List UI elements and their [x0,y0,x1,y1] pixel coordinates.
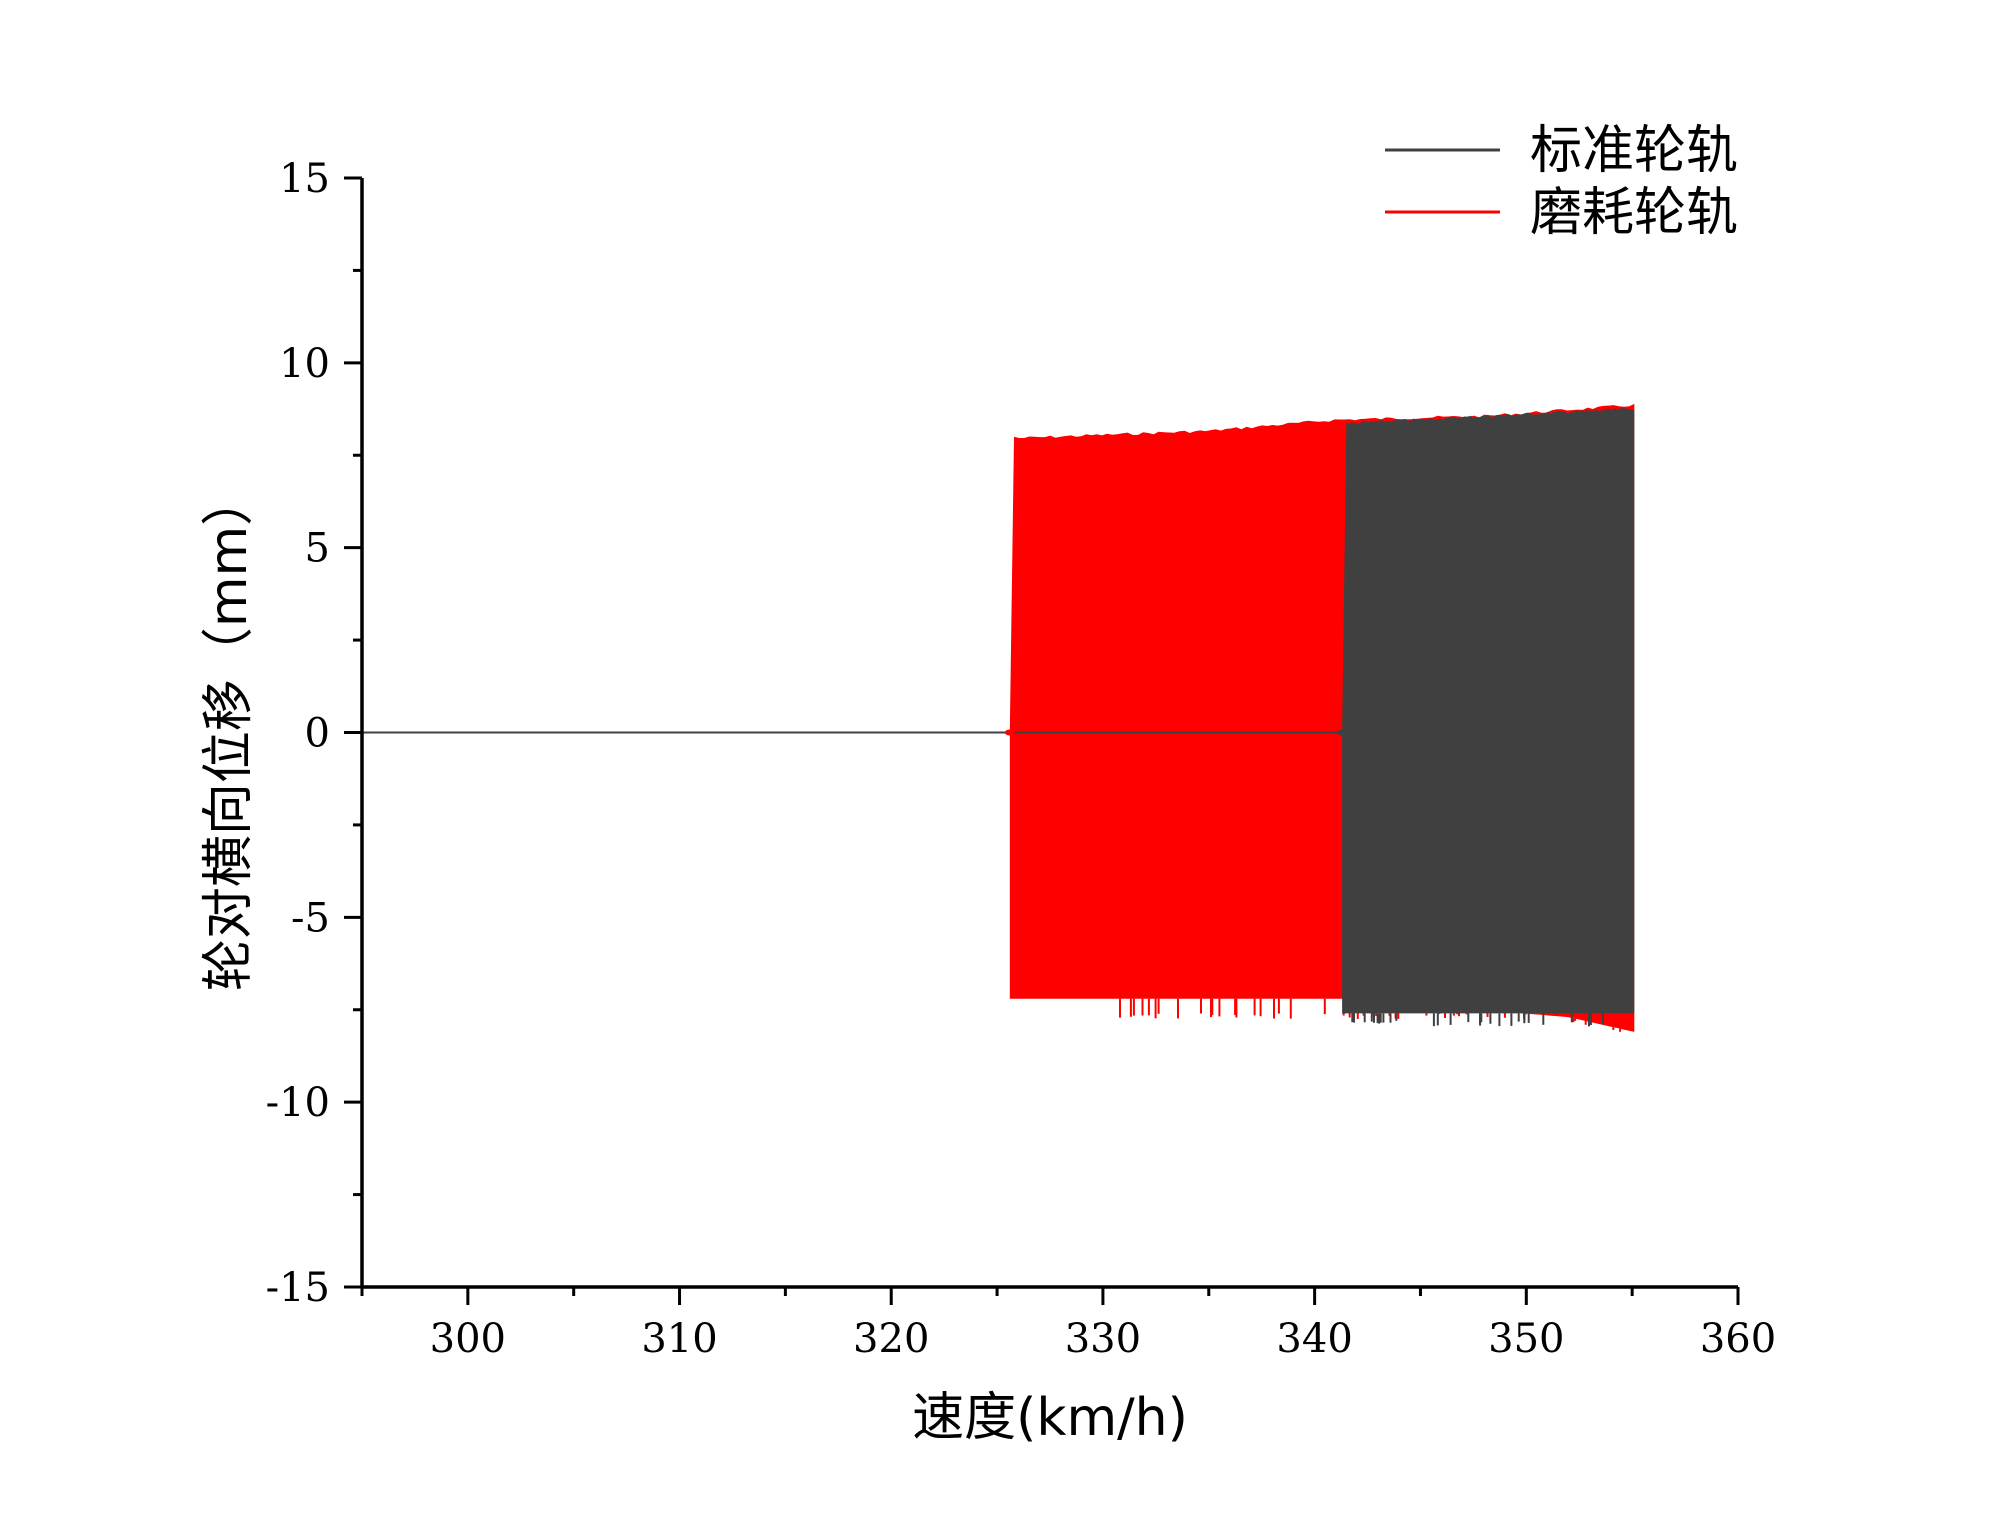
x-tick-label: 320 [853,1316,929,1362]
series-onset-standard [1337,729,1348,736]
x-tick-label: 360 [1700,1316,1776,1362]
x-tick-label: 340 [1276,1316,1352,1362]
y-tick-label: -10 [266,1080,330,1126]
y-tick-label: 5 [305,526,330,572]
y-tick-label: -15 [266,1265,330,1311]
y-axis-title: 轮对横向位移（mm） [199,474,259,991]
x-tick-label: 310 [641,1316,717,1362]
y-tick-label: 0 [305,711,330,757]
ticks: -15 -10 -5 0 5 10 15 300 310 320 330 340 350 360 [266,156,1777,1362]
y-tick-label: -5 [291,895,330,941]
legend: 标准轮轨 磨耗轮轨 [1385,121,1738,243]
x-tick-label: 300 [430,1316,506,1362]
series-onset-worn [1004,729,1015,736]
x-axis-title: 速度(km/h) [912,1388,1188,1448]
y-tick-label: 15 [279,156,330,202]
x-tick-label: 350 [1488,1316,1564,1362]
legend-label-worn: 磨耗轮轨 [1530,183,1738,243]
x-tick-label: 330 [1065,1316,1141,1362]
y-tick-label: 10 [279,341,330,387]
series-band-standard [1342,408,1635,1014]
plot-series [362,403,1635,1032]
legend-label-standard: 标准轮轨 [1530,121,1738,181]
